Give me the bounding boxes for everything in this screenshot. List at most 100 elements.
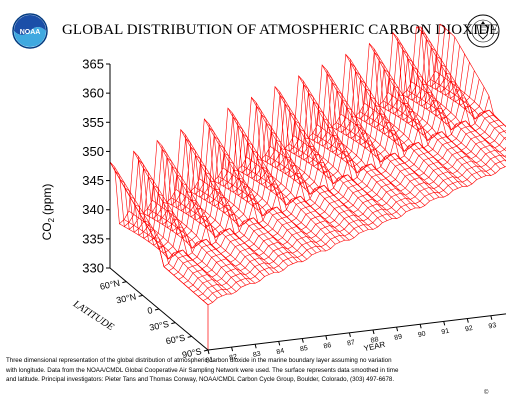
surface-year-line [128,210,228,295]
surface-year-line [274,86,374,230]
surface-year-line [123,219,223,297]
surface-year-line [270,146,369,230]
surface-year-line [213,180,312,256]
year-tick-mark [396,327,399,332]
year-axis-ticks: 8182838485868788899091929394 [205,315,497,365]
surface-year-line [402,94,501,170]
caption-line-1: Three dimensional representation of the … [6,357,392,364]
surface-year-line [237,169,336,245]
surface-year-line [406,90,506,168]
z-tick-label: 360 [82,86,104,101]
latitude-tick-mark [122,281,127,284]
surface-year-line [387,92,487,176]
surface-year-line [416,26,506,158]
surface-year-line [171,197,270,275]
year-tick-mark [348,332,351,337]
surface-year-line [180,129,279,273]
surface-year-line [288,143,388,221]
surface-latitude-line [134,53,465,239]
surface-year-line [166,202,265,277]
surface-year-line [383,100,482,178]
surface-year-line [119,223,218,299]
surface-latitude-line [193,146,506,293]
year-tick-mark [490,315,493,320]
latitude-tick-label: 90°S [181,346,202,360]
surface-year-line [336,122,435,200]
year-tick-label: 87 [347,339,356,347]
latitude-tick-mark [203,349,209,352]
surface-year-line [156,140,256,284]
surface-year-line [241,165,341,243]
surface-year-line [142,212,242,288]
surface-year-line [204,118,303,263]
year-tick-mark [419,324,422,329]
latitude-tick-label: 30°S [148,319,169,333]
chart-title: GLOBAL DISTRIBUTION OF ATMOSPHERIC CARBO… [62,22,499,38]
year-tick-label: 83 [252,351,261,359]
year-tick-mark [466,318,469,323]
surface-year-line [430,79,506,134]
surface-year-line [354,115,454,191]
surface-year-line [321,64,421,209]
surface-latitude-line [168,114,500,272]
year-tick-label: 82 [229,353,238,361]
year-tick-label: 93 [488,322,497,330]
latitude-tick-mark [154,308,160,311]
commerce-seal [466,14,500,48]
surface-year-line [293,135,393,219]
year-tick-label: 85 [299,345,308,353]
surface-year-line [133,151,232,295]
year-tick-mark [231,347,234,352]
latitude-axis-label: LATITUDE [70,298,116,333]
z-axis-ticks: 330 335 340 345 350 355 360 365 [82,57,110,276]
surface-year-line [392,32,492,176]
surface-year-line [189,191,289,266]
surface-year-line [194,186,294,264]
year-tick-label: 84 [276,348,285,356]
year-tick-label: 81 [205,356,214,364]
surface-year-line [227,107,327,252]
surface-year-line [435,70,506,128]
caption-line-3: and latitude. Principal investigators: P… [6,376,395,383]
year-tick-mark [443,321,446,326]
co2-surface [109,23,506,350]
latitude-axis-ticks: 60°N30°N 0 30°S60°S90°S [99,278,209,360]
z-axis-label-main: CO [40,222,54,240]
year-tick-mark [254,344,257,349]
latitude-tick-label: 60°N [99,278,121,292]
surface-year-line [109,161,209,306]
year-tick-label: 89 [394,333,403,341]
surface-year-line [439,23,506,127]
surface-year-line [260,158,360,234]
year-tick-label: 91 [441,328,450,336]
year-tick-label: 88 [370,336,379,344]
surface-year-line [222,167,322,252]
z-tick-label: 355 [82,115,104,130]
surface-year-line [369,43,468,187]
noaa-logo-text: NOAA [20,29,41,36]
year-tick-label: 90 [417,331,426,339]
z-tick-label: 340 [82,202,104,217]
z-axis-label-sub: 2 [47,217,56,222]
surface-year-line [312,133,411,211]
surface-year-line [298,75,397,219]
z-tick-label: 350 [82,144,104,159]
year-axis-label: YEAR [363,340,386,353]
surface-latitude-line [114,28,446,228]
year-axis-line [207,313,506,351]
latitude-tick-label: 60°S [165,333,186,347]
year-tick-label: 92 [464,325,473,333]
surface-year-line [411,81,506,162]
surface-year-line [364,103,463,187]
surface-year-line [331,126,430,202]
z-tick-label: 365 [82,57,104,72]
copyright-mark: © [484,390,489,396]
surface-year-line [251,97,350,241]
year-tick-mark [372,329,375,335]
z-tick-label: 345 [82,173,104,188]
surface-year-line [317,124,416,209]
z-tick-label: 330 [82,261,104,276]
surface-year-line [425,83,506,141]
surface-year-line [246,156,345,241]
